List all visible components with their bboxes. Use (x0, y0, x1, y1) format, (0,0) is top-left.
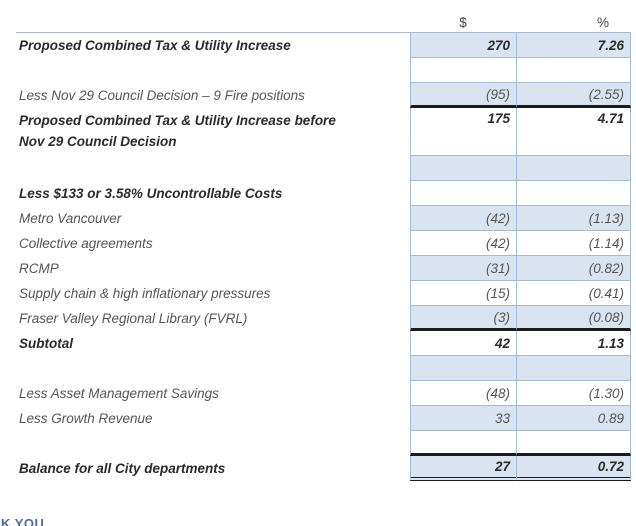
percent-cell (516, 181, 631, 206)
percent-cell: 0.89 (516, 406, 631, 431)
row-label: Less Nov 29 Council Decision – 9 Fire po… (19, 88, 305, 103)
row-label: Supply chain & high inflationary pressur… (19, 286, 271, 301)
budget-table: $ % Proposed Combined Tax & Utility Incr… (16, 6, 631, 481)
row-label: Less Asset Management Savings (19, 386, 219, 401)
dollar-cell: (15) (410, 281, 516, 306)
table-body: Proposed Combined Tax & Utility Increase… (16, 33, 631, 481)
table-row: Metro Vancouver (42) (1.13) (16, 206, 631, 231)
dollar-cell (410, 181, 516, 206)
percent-cell (516, 356, 631, 381)
row-label: Less $133 or 3.58% Uncontrollable Costs (19, 186, 283, 201)
row-label: Subtotal (19, 336, 73, 351)
percent-cell: (0.41) (516, 281, 631, 306)
row-label: Proposed Combined Tax & Utility Increase (19, 38, 291, 53)
dollar-cell (410, 58, 516, 83)
table-row (16, 431, 631, 456)
row-label (16, 156, 410, 181)
dollar-cell: (42) (410, 206, 516, 231)
table-row (16, 356, 631, 381)
dollar-cell: 27 (410, 456, 516, 481)
table-row: Fraser Valley Regional Library (FVRL) (3)… (16, 306, 631, 331)
table-row: Less Nov 29 Council Decision – 9 Fire po… (16, 83, 631, 108)
table-row: Subtotal 42 1.13 (16, 331, 631, 356)
row-label-line2: Nov 29 Council Decision (19, 134, 177, 149)
header-dollar-column: $ (410, 6, 516, 33)
percent-cell (516, 58, 631, 83)
row-label: Balance for all City departments (19, 461, 226, 476)
footer-partial-text: K YOU (1, 516, 45, 526)
row-label: Collective agreements (19, 236, 153, 251)
percent-cell: (1.30) (516, 381, 631, 406)
header-label-spacer (16, 6, 410, 33)
dollar-cell: 33 (410, 406, 516, 431)
header-percent-column: % (516, 6, 631, 33)
table-row: Proposed Combined Tax & Utility Increase… (16, 108, 631, 156)
dollar-cell: (42) (410, 231, 516, 256)
table-row: Supply chain & high inflationary pressur… (16, 281, 631, 306)
dollar-cell: (3) (410, 306, 516, 331)
table-row: Less Growth Revenue 33 0.89 (16, 406, 631, 431)
dollar-cell: (48) (410, 381, 516, 406)
table-row: Collective agreements (42) (1.14) (16, 231, 631, 256)
dollar-cell: (31) (410, 256, 516, 281)
row-label: Less Growth Revenue (19, 411, 153, 426)
row-label-line1: Proposed Combined Tax & Utility Increase… (19, 113, 336, 128)
percent-cell: (1.13) (516, 206, 631, 231)
row-label (16, 431, 410, 456)
percent-cell (516, 156, 631, 181)
percent-cell: 4.71 (516, 108, 631, 156)
table-row (16, 156, 631, 181)
row-label: Proposed Combined Tax & Utility Increase… (16, 108, 410, 156)
table-row: RCMP (31) (0.82) (16, 256, 631, 281)
percent-cell: 7.26 (516, 33, 631, 58)
row-label: Metro Vancouver (19, 211, 122, 226)
row-label: Fraser Valley Regional Library (FVRL) (19, 311, 248, 326)
table-row: Balance for all City departments 27 0.72 (16, 456, 631, 481)
dollar-cell: 270 (410, 33, 516, 58)
table-row: Less Asset Management Savings (48) (1.30) (16, 381, 631, 406)
percent-cell: 0.72 (516, 456, 631, 481)
table-row (16, 58, 631, 83)
table-row: Less $133 or 3.58% Uncontrollable Costs (16, 181, 631, 206)
dollar-cell (410, 156, 516, 181)
row-label: RCMP (19, 261, 59, 276)
table-row: Proposed Combined Tax & Utility Increase… (16, 33, 631, 58)
percent-cell: 1.13 (516, 331, 631, 356)
percent-cell: (0.82) (516, 256, 631, 281)
dollar-cell: 42 (410, 331, 516, 356)
table-header-row: $ % (16, 6, 631, 33)
dollar-cell (410, 356, 516, 381)
row-label (16, 58, 410, 83)
percent-cell: (2.55) (516, 83, 631, 108)
row-label (16, 356, 410, 381)
dollar-cell (410, 431, 516, 456)
dollar-cell: (95) (410, 83, 516, 108)
percent-cell: (0.08) (516, 306, 631, 331)
dollar-cell: 175 (410, 108, 516, 156)
percent-cell: (1.14) (516, 231, 631, 256)
percent-cell (516, 431, 631, 456)
